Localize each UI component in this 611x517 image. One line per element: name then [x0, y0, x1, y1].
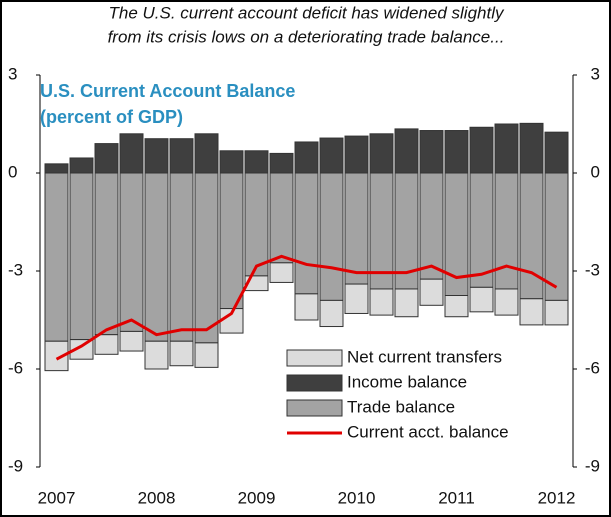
x-tick-label: 2007: [38, 488, 76, 507]
line-series: [55, 254, 558, 361]
bar-segment: [369, 133, 394, 174]
bar-segment: [319, 137, 344, 174]
bar-segment: [344, 283, 369, 314]
bar-segment: [519, 172, 544, 300]
y2-tick-label: -9: [585, 456, 600, 475]
legend-swatch: [286, 349, 343, 367]
bar-segment: [444, 295, 469, 318]
y-tick-label: -6: [8, 358, 23, 377]
bar-segment: [394, 128, 419, 174]
bar-segment: [469, 286, 494, 313]
bar-segment: [69, 172, 94, 341]
bar-segment: [269, 262, 294, 283]
y2-tick-label: 3: [591, 64, 600, 83]
bar-segment: [419, 130, 444, 174]
x-tick-label: 2011: [438, 488, 475, 507]
bar-segment: [144, 340, 169, 370]
bar-segment: [344, 172, 369, 285]
bar-segment: [44, 172, 69, 342]
bar-segment: [169, 172, 194, 342]
bar-segment: [444, 130, 469, 174]
bar-segment: [344, 135, 369, 174]
bar-segment: [544, 299, 569, 326]
legend-label: Net current transfers: [347, 347, 502, 366]
legend-label: Income balance: [347, 372, 467, 391]
legend-swatch: [286, 399, 343, 417]
bar-segment: [144, 138, 169, 174]
bar-segment: [519, 122, 544, 174]
bar-segment: [169, 340, 194, 367]
bar-segment: [94, 334, 119, 355]
bar-segment: [469, 126, 494, 174]
header-line: The U.S. current account deficit has wid…: [109, 3, 505, 22]
bar-segment: [119, 172, 144, 332]
y-tick-label: -3: [8, 260, 23, 279]
header-line: from its crisis lows on a deteriorating …: [108, 27, 505, 46]
y2-tick-label: -6: [585, 358, 600, 377]
bar-segment: [69, 339, 94, 360]
chart-title: U.S. Current Account Balance: [40, 81, 295, 101]
bar-segment: [94, 143, 119, 174]
bar-segment: [369, 288, 394, 316]
bar-segment: [394, 288, 419, 318]
bar-segment: [494, 172, 519, 290]
x-tick-label: 2012: [538, 488, 576, 507]
x-tick-label: 2008: [138, 488, 176, 507]
bar-segment: [494, 288, 519, 316]
legend-label: Trade balance: [347, 397, 455, 416]
bar-segment: [494, 123, 519, 174]
bar-segment: [194, 342, 219, 368]
bar-segment: [544, 131, 569, 174]
x-tick-label: 2009: [238, 488, 276, 507]
bar-segment: [219, 150, 244, 174]
bar-segment: [319, 172, 344, 301]
bar-segment: [244, 172, 269, 277]
bar-segment: [194, 172, 219, 344]
bar-segment: [144, 172, 169, 342]
legend-swatch: [286, 374, 343, 392]
bar-segment: [69, 157, 94, 174]
x-tick-label: 2010: [338, 488, 376, 507]
bar-segment: [44, 340, 69, 372]
y-tick-label: 0: [8, 162, 17, 181]
bar-segment: [294, 141, 319, 174]
bar-segment: [44, 163, 69, 174]
bar-segment: [519, 298, 544, 326]
y-tick-label: -9: [8, 456, 23, 475]
y2-tick-label: -3: [585, 260, 600, 279]
bar-segment: [294, 293, 319, 321]
y-tick-label: 3: [8, 64, 17, 83]
legend-label: Current acct. balance: [347, 422, 509, 441]
bar-segment: [94, 172, 119, 336]
bar-segment: [319, 299, 344, 328]
chart-title: (percent of GDP): [40, 107, 183, 127]
bar-segment: [419, 172, 444, 280]
bar-segment: [269, 152, 294, 174]
bar-segment: [244, 150, 269, 174]
bar-segment: [169, 138, 194, 174]
y2-tick-label: 0: [591, 162, 600, 181]
bar-segment: [119, 330, 144, 352]
bar-segment: [294, 172, 319, 295]
bar-segment: [219, 172, 244, 310]
bar-segment: [119, 133, 144, 174]
bar-segment: [269, 172, 294, 264]
bar-segment: [194, 133, 219, 174]
bar-segment: [419, 278, 444, 306]
